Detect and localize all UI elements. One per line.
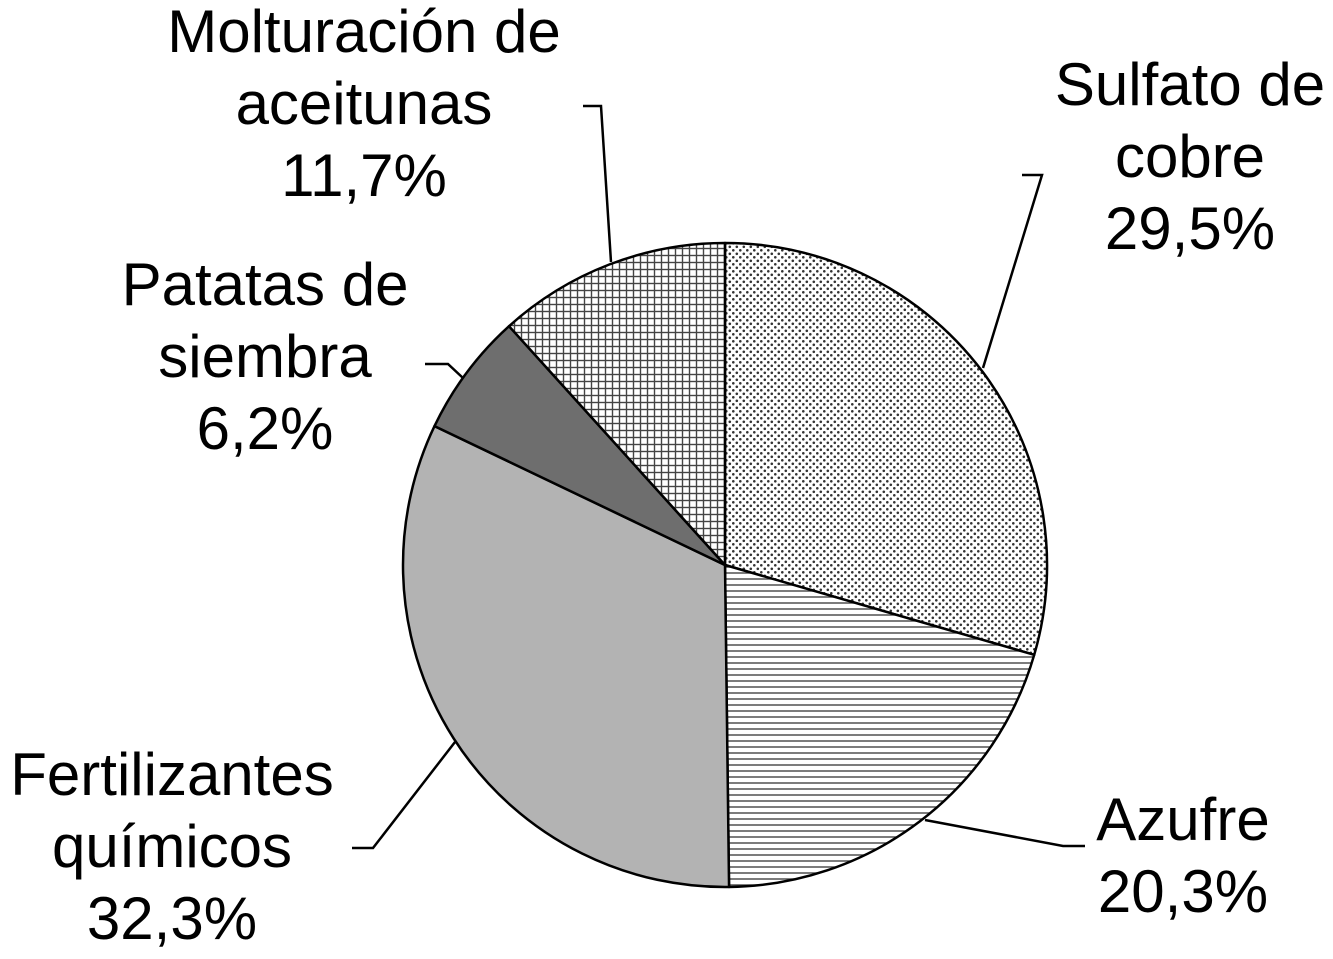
slice-label-azufre: Azufre 20,3%	[1096, 786, 1269, 925]
leader-line-molturacion-de-aceitunas	[583, 104, 613, 263]
slice-label-line: Fertilizantes	[10, 741, 333, 808]
leader-line-patatas-de-siembra	[425, 362, 464, 379]
slice-label-line: cobre	[1115, 123, 1265, 190]
slice-label-line: Azufre	[1096, 786, 1269, 853]
leader-line-azufre	[924, 818, 1085, 848]
slice-label-fertilizantes-quimicos: Fertilizantes químicos 32,3%	[10, 741, 333, 952]
slice-value-fertilizantes-quimicos: 32,3%	[87, 885, 257, 952]
pie-slice-patatas-de-siembra	[433, 324, 727, 567]
slice-label-line: siembra	[158, 323, 372, 390]
slice-value-sulfato-de-cobre: 29,5%	[1105, 195, 1275, 262]
slice-label-line: Patatas de	[122, 251, 409, 318]
slice-value-azufre: 20,3%	[1098, 858, 1268, 925]
pie-slice-azufre	[723, 563, 1036, 889]
slice-label-line: Molturación de	[167, 0, 561, 65]
pie-slice-fertilizantes-quimicos	[401, 424, 731, 889]
slice-label-patatas-de-siembra: Patatas de siembra 6,2%	[122, 251, 409, 462]
slice-label-line: aceitunas	[236, 70, 493, 137]
slice-value-patatas-de-siembra: 6,2%	[197, 395, 334, 462]
slice-label-molturacion-de-aceitunas: Molturación de aceitunas 11,7%	[167, 0, 561, 209]
pie-slice-sulfato-de-cobre	[723, 241, 1049, 657]
leader-line-fertilizantes-quimicos	[352, 741, 456, 850]
slice-label-sulfato-de-cobre: Sulfato de cobre 29,5%	[1055, 51, 1325, 262]
slice-value-molturacion-de-aceitunas: 11,7%	[281, 142, 447, 209]
slice-label-line: Sulfato de	[1055, 51, 1325, 118]
slice-label-line: químicos	[52, 813, 292, 880]
leader-line-sulfato-de-cobre	[981, 173, 1044, 369]
pie-slice-molturacion-de-aceitunas	[507, 241, 727, 567]
